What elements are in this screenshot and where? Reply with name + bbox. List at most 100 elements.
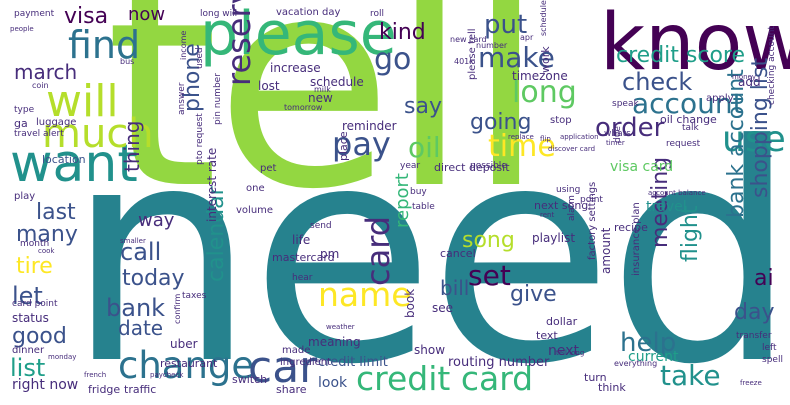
word: account [632, 87, 744, 120]
word: using [556, 185, 581, 195]
word: bank account [724, 69, 749, 218]
word: restaurant [160, 357, 218, 370]
word: lost [258, 79, 280, 93]
word: give [510, 282, 557, 307]
word: book [403, 288, 417, 318]
word: thing [120, 120, 144, 172]
word: people [10, 25, 34, 33]
word: paycheck [150, 371, 184, 379]
word: coin [32, 81, 49, 90]
word: payment [14, 9, 55, 19]
word: way [138, 210, 175, 231]
word: timezone [512, 69, 568, 83]
word: milk [314, 85, 331, 94]
word: say [404, 94, 442, 119]
word: table [412, 202, 435, 212]
word: take [660, 359, 721, 392]
word: increase [270, 61, 321, 75]
word: bank [106, 294, 166, 322]
word: today [122, 266, 185, 291]
word: confirm [173, 293, 182, 324]
word: report [392, 173, 413, 228]
word: share [276, 383, 307, 396]
word: insurance plan [631, 202, 642, 276]
word: now [128, 4, 166, 25]
word: text [536, 329, 558, 342]
word: amount [599, 227, 613, 274]
word: add [738, 75, 761, 89]
word: help [620, 328, 677, 358]
word: french [84, 371, 107, 379]
word: interest rate [205, 147, 219, 222]
word: checking account [767, 26, 777, 105]
word: rent [540, 211, 555, 219]
word: right now [12, 377, 79, 393]
word: time [488, 129, 556, 164]
word: scheduled [539, 0, 548, 36]
word: march [14, 60, 78, 84]
word: will [46, 76, 119, 127]
word: much [42, 111, 154, 157]
word: song [462, 228, 515, 253]
word: traffic [124, 383, 157, 396]
word: life [292, 233, 311, 247]
word: last [36, 200, 76, 225]
word: pay [332, 125, 391, 163]
word: dollar [546, 315, 578, 328]
word: status [12, 311, 49, 325]
word: set [468, 259, 511, 292]
word: see [432, 301, 454, 315]
word: call [120, 238, 162, 266]
word: buy [410, 187, 427, 197]
word: next [548, 343, 580, 359]
word: day [734, 300, 775, 325]
word: type [14, 105, 35, 115]
word: send [310, 221, 332, 231]
word: cook [38, 247, 55, 255]
word: turn [584, 371, 607, 384]
word: apply [706, 93, 734, 104]
word: direct deposit [434, 161, 510, 174]
word: travel [646, 199, 687, 215]
word: credit limit [318, 355, 388, 370]
word: ai [754, 266, 774, 291]
word: schedule [310, 75, 364, 89]
word: reminder [342, 119, 397, 133]
word: speak [612, 99, 639, 109]
word: talk [682, 123, 699, 133]
word: ga [14, 117, 28, 130]
word: location [42, 153, 86, 166]
word: account balance [648, 189, 706, 197]
word: tell [105, 0, 546, 253]
word: order [595, 113, 665, 143]
word: tomorrow [284, 103, 323, 112]
word: point [580, 195, 603, 205]
word: monday [48, 353, 77, 361]
word: good [12, 324, 67, 349]
word: mastercard [272, 251, 335, 264]
word: next song [534, 199, 589, 212]
word: routing number [448, 355, 550, 370]
word: answer [177, 82, 187, 115]
word: factory settings [587, 181, 598, 260]
word: number [476, 41, 508, 50]
word: car [248, 342, 318, 393]
word: vacation day [276, 7, 341, 18]
word: freeze [740, 379, 762, 387]
word: card [359, 215, 397, 286]
word: put [484, 10, 528, 40]
word: one [246, 183, 265, 194]
word: oil [408, 131, 441, 164]
word: playlist [532, 231, 576, 245]
word: uber [170, 337, 198, 351]
word: replace [508, 133, 534, 141]
word: income [179, 30, 188, 60]
word: check [622, 68, 693, 96]
word: luggage [36, 117, 77, 128]
word: request [666, 139, 701, 149]
word: used [195, 47, 205, 69]
word: pto request [195, 113, 205, 165]
word: use [722, 119, 786, 160]
word: left [762, 343, 777, 353]
word: let [12, 282, 43, 310]
